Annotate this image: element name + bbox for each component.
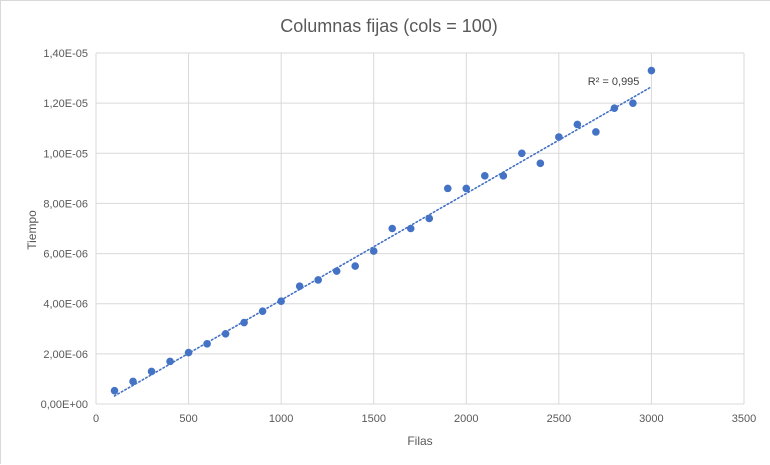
x-tick-label: 2500 bbox=[547, 413, 571, 425]
data-point bbox=[351, 262, 360, 270]
gridlines bbox=[95, 52, 745, 405]
data-point bbox=[462, 184, 471, 193]
data-point bbox=[629, 99, 637, 107]
y-tick-label: 0,00E+00 bbox=[41, 399, 88, 411]
y-axis-label: Tiempo bbox=[25, 210, 39, 250]
y-tick-label: 1,00E-05 bbox=[43, 148, 88, 160]
data-point bbox=[536, 159, 545, 168]
r-squared-label: R² = 0,995 bbox=[588, 76, 640, 88]
data-point bbox=[573, 120, 582, 129]
trendline bbox=[113, 86, 653, 397]
data-point bbox=[295, 282, 304, 290]
y-tick-label: 2,00E-06 bbox=[43, 349, 88, 361]
x-tick-label: 1000 bbox=[269, 413, 293, 425]
x-tick-label: 500 bbox=[179, 413, 197, 425]
data-point bbox=[147, 367, 156, 376]
data-point bbox=[110, 386, 119, 395]
x-axis-ticks: 0 500 1000 1500 2000 2500 3000 3500 bbox=[93, 413, 756, 425]
data-point bbox=[277, 297, 285, 306]
data-point bbox=[184, 348, 193, 357]
data-point bbox=[129, 377, 137, 386]
data-point bbox=[258, 307, 267, 316]
y-tick-label: 4,00E-06 bbox=[43, 299, 88, 311]
x-tick-label: 1500 bbox=[361, 413, 385, 425]
x-tick-label: 2000 bbox=[454, 413, 478, 425]
x-tick-label: 3500 bbox=[732, 413, 756, 425]
data-point bbox=[647, 66, 656, 75]
y-tick-label: 6,00E-06 bbox=[43, 249, 88, 261]
data-point bbox=[555, 133, 563, 141]
data-point bbox=[369, 247, 378, 255]
data-point bbox=[221, 330, 230, 338]
data-points bbox=[110, 66, 656, 395]
y-tick-label: 8,00E-06 bbox=[43, 198, 88, 210]
data-point bbox=[314, 276, 322, 284]
chart-title: Columnas fijas (cols = 100) bbox=[280, 16, 498, 36]
y-tick-label: 1,20E-05 bbox=[43, 98, 88, 110]
trendline-group: R² = 0,995 bbox=[113, 76, 653, 397]
x-axis-label: Filas bbox=[407, 434, 432, 448]
data-point bbox=[203, 340, 211, 348]
data-point bbox=[240, 318, 248, 327]
data-point bbox=[166, 357, 174, 366]
data-point bbox=[332, 267, 341, 275]
y-tick-label: 1,40E-05 bbox=[43, 48, 88, 60]
data-point bbox=[610, 104, 619, 112]
data-point bbox=[388, 224, 397, 233]
data-point bbox=[499, 172, 508, 180]
data-point bbox=[425, 214, 434, 223]
y-axis-ticks: 0,00E+00 2,00E-06 4,00E-06 6,00E-06 8,00E-06… bbox=[41, 48, 88, 411]
x-tick-label: 3000 bbox=[639, 413, 663, 425]
data-point bbox=[406, 224, 415, 233]
x-tick-label: 0 bbox=[93, 413, 99, 425]
data-point bbox=[443, 184, 452, 193]
data-point bbox=[481, 172, 489, 180]
data-point bbox=[592, 128, 600, 136]
data-point bbox=[518, 149, 526, 158]
